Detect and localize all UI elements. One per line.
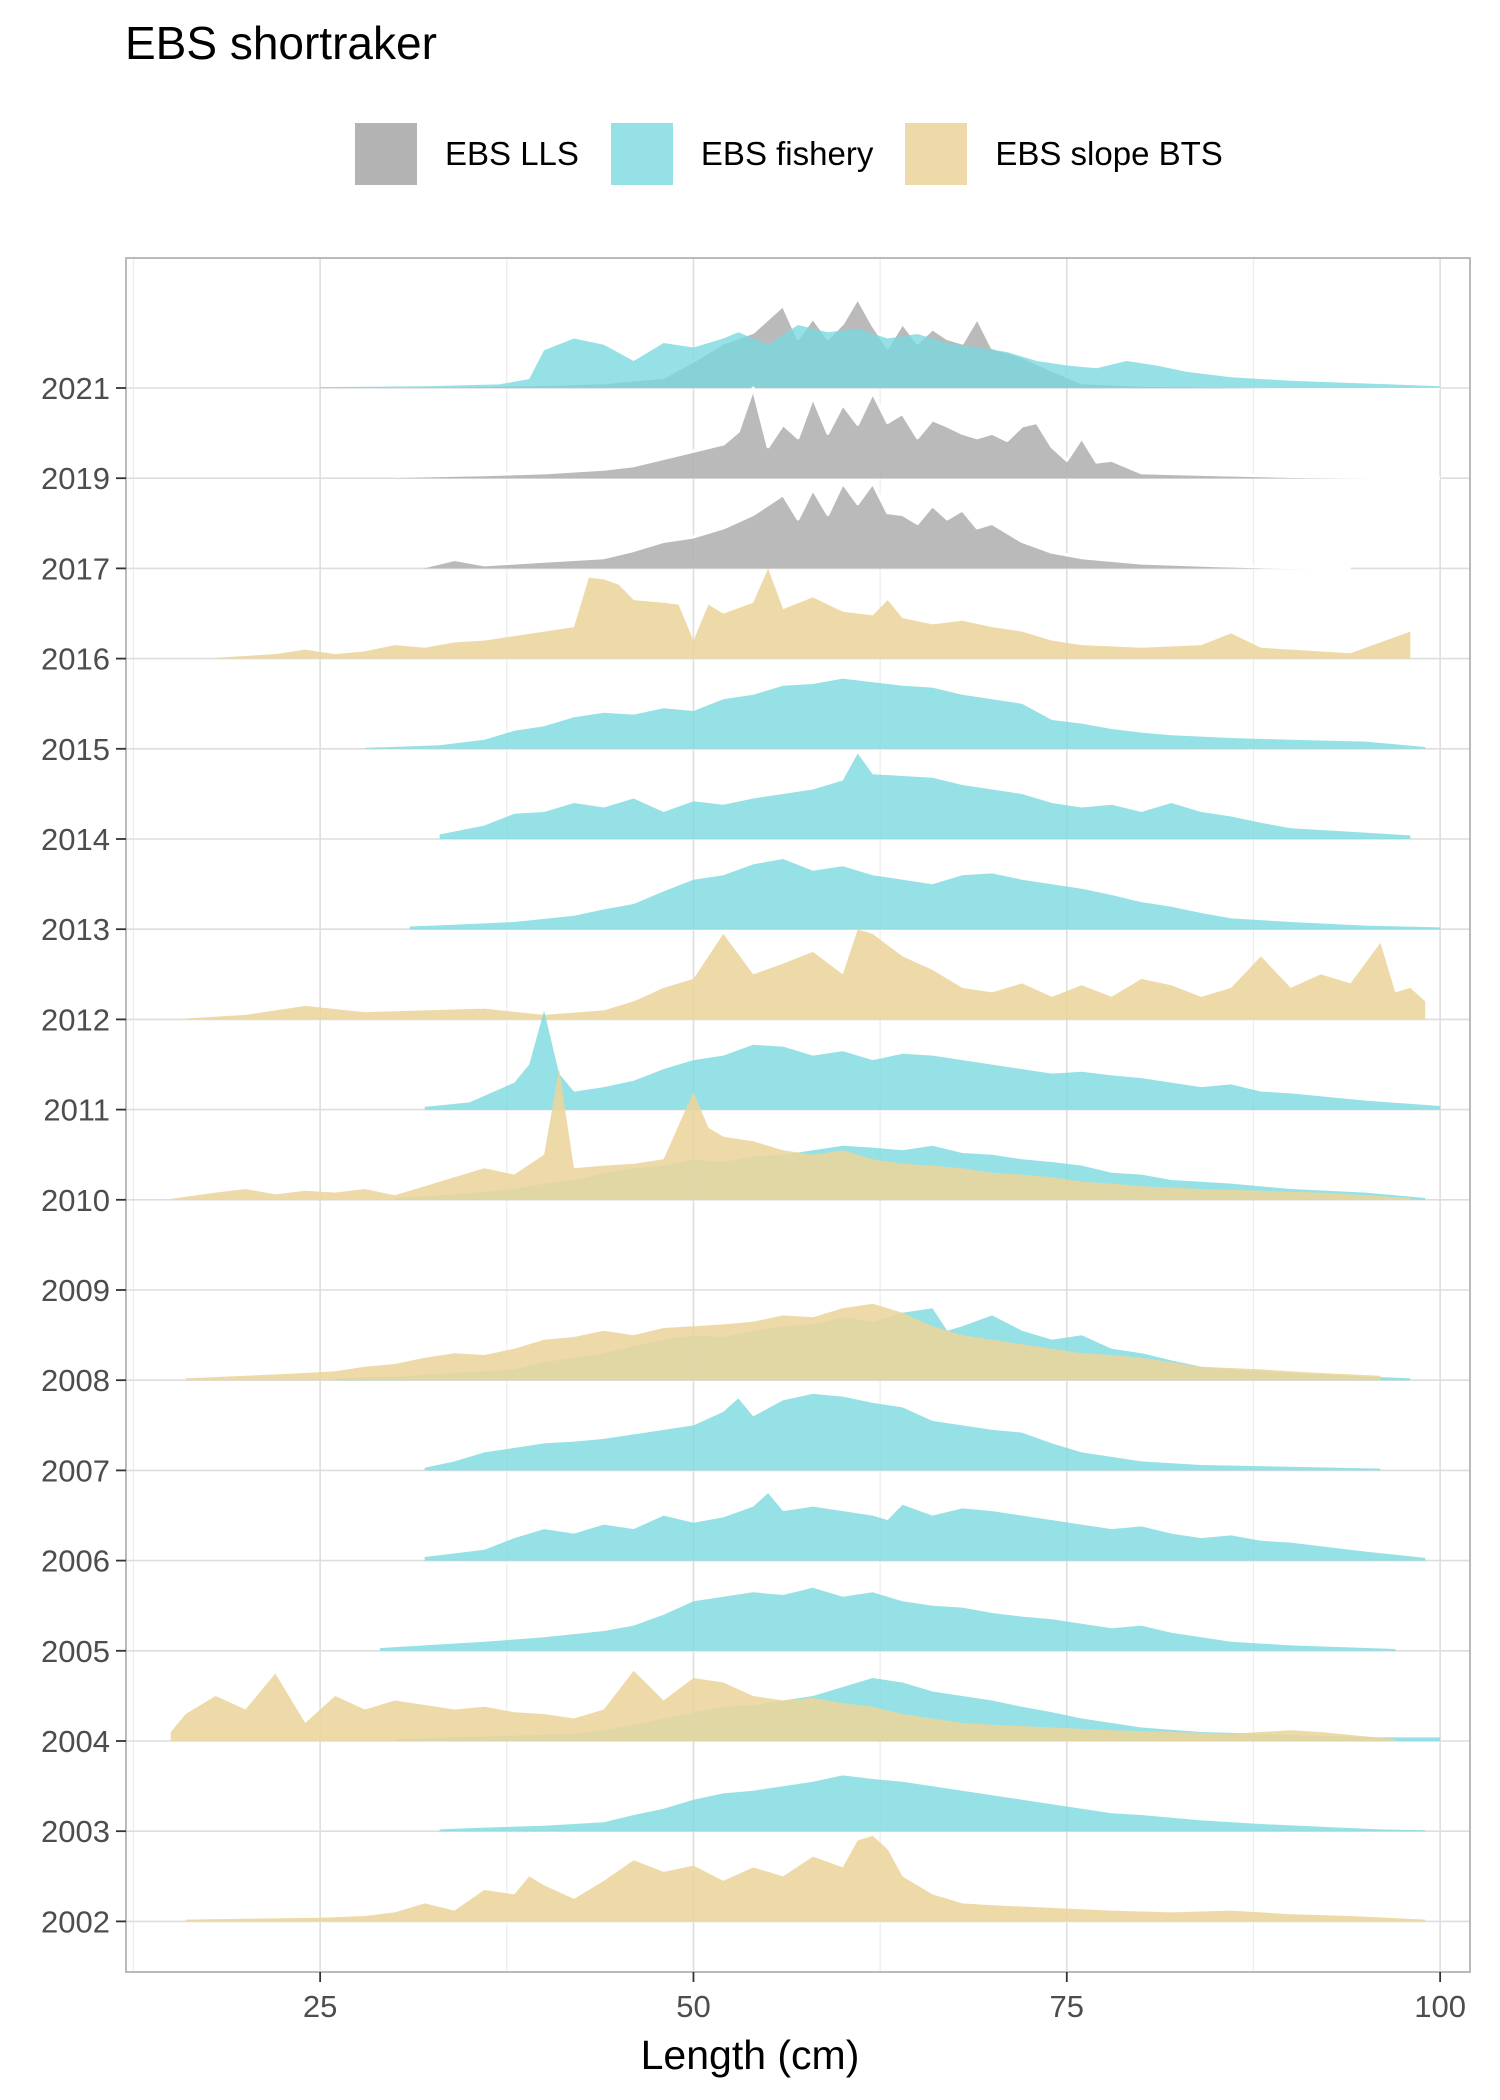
legend-swatch-slope-bts (905, 123, 968, 185)
x-axis-label: Length (cm) (640, 2032, 860, 2078)
y-tick-label-2002: 2002 (41, 1904, 110, 1939)
y-tick-label-2004: 2004 (41, 1724, 110, 1759)
y-tick-label-2007: 2007 (41, 1453, 110, 1488)
legend: EBS LLS EBS fishery EBS slope BTS (355, 122, 1255, 186)
x-tick-label-25: 25 (303, 1989, 337, 2024)
y-tick-label-2013: 2013 (41, 912, 110, 947)
legend-label-slope-bts: EBS slope BTS (995, 135, 1223, 172)
ridge-ebs-fishery-2003 (439, 1775, 1426, 1832)
y-tick-label-2017: 2017 (41, 551, 110, 586)
legend-swatch-fishery (610, 123, 673, 185)
y-tick-label-2008: 2008 (41, 1363, 110, 1398)
y-tick-label-2021: 2021 (41, 371, 110, 406)
ridge-ebs-slope-bts-2002 (185, 1835, 1426, 1922)
y-tick-label-2016: 2016 (41, 642, 110, 677)
legend-item-slope-bts: EBS slope BTS (905, 123, 1223, 185)
legend-item-fishery: EBS fishery (610, 123, 874, 185)
ridge-ebs-fishery-2005 (379, 1587, 1396, 1651)
ridge-outline-ebs-lls-2019 (394, 386, 1441, 480)
ridge-ebs-lls-2019 (394, 388, 1441, 479)
ridge-ebs-lls-2017 (424, 482, 1351, 569)
y-tick-label-2005: 2005 (41, 1634, 110, 1669)
y-tick-label-2012: 2012 (41, 1002, 110, 1037)
panel-border (125, 257, 1471, 1973)
ridge-ebs-fishery-2014 (439, 753, 1411, 839)
ridge-ebs-fishery-2011 (424, 1010, 1441, 1110)
legend-swatch-lls (355, 123, 417, 185)
ridge-ebs-fishery-2006 (424, 1493, 1426, 1561)
ridge-outline-ebs-lls-2017 (424, 481, 1351, 570)
y-tick-label-2015: 2015 (41, 732, 110, 767)
axis-layer: 2021 2019 2017 2016 2015 2014 2013 2012 2011 2010… (41, 257, 1471, 2024)
ridge-ebs-slope-bts-2010 (170, 1069, 1411, 1200)
ridge-ebs-fishery-2007 (424, 1393, 1381, 1471)
y-tick-label-2011: 2011 (43, 1093, 110, 1128)
x-tick-label-75: 75 (1050, 1989, 1084, 2024)
x-tick-label-100: 100 (1414, 1989, 1466, 2024)
ridge-layer (170, 296, 1441, 1922)
ridge-ebs-fishery-2015 (364, 678, 1426, 749)
legend-item-lls: EBS LLS (355, 123, 579, 185)
ridge-ebs-fishery-2021 (320, 325, 1441, 388)
ridge-ebs-fishery-2013 (409, 859, 1441, 930)
y-tick-label-2006: 2006 (41, 1544, 110, 1579)
y-tick-label-2009: 2009 (41, 1273, 110, 1308)
y-tick-label-2019: 2019 (41, 461, 110, 496)
ridge-ebs-slope-bts-2008 (185, 1303, 1381, 1381)
chart-title: EBS shortraker (125, 17, 437, 69)
ridge-ebs-slope-bts-2012 (185, 929, 1426, 1020)
y-tick-label-2003: 2003 (41, 1814, 110, 1849)
legend-label-lls: EBS LLS (445, 135, 579, 172)
legend-label-fishery: EBS fishery (700, 135, 874, 172)
x-tick-label-50: 50 (676, 1989, 710, 2024)
y-tick-label-2010: 2010 (41, 1183, 110, 1218)
y-tick-label-2014: 2014 (41, 822, 110, 857)
ridge-ebs-slope-bts-2016 (215, 568, 1411, 659)
ridge-ebs-slope-bts-2004 (170, 1670, 1396, 1741)
